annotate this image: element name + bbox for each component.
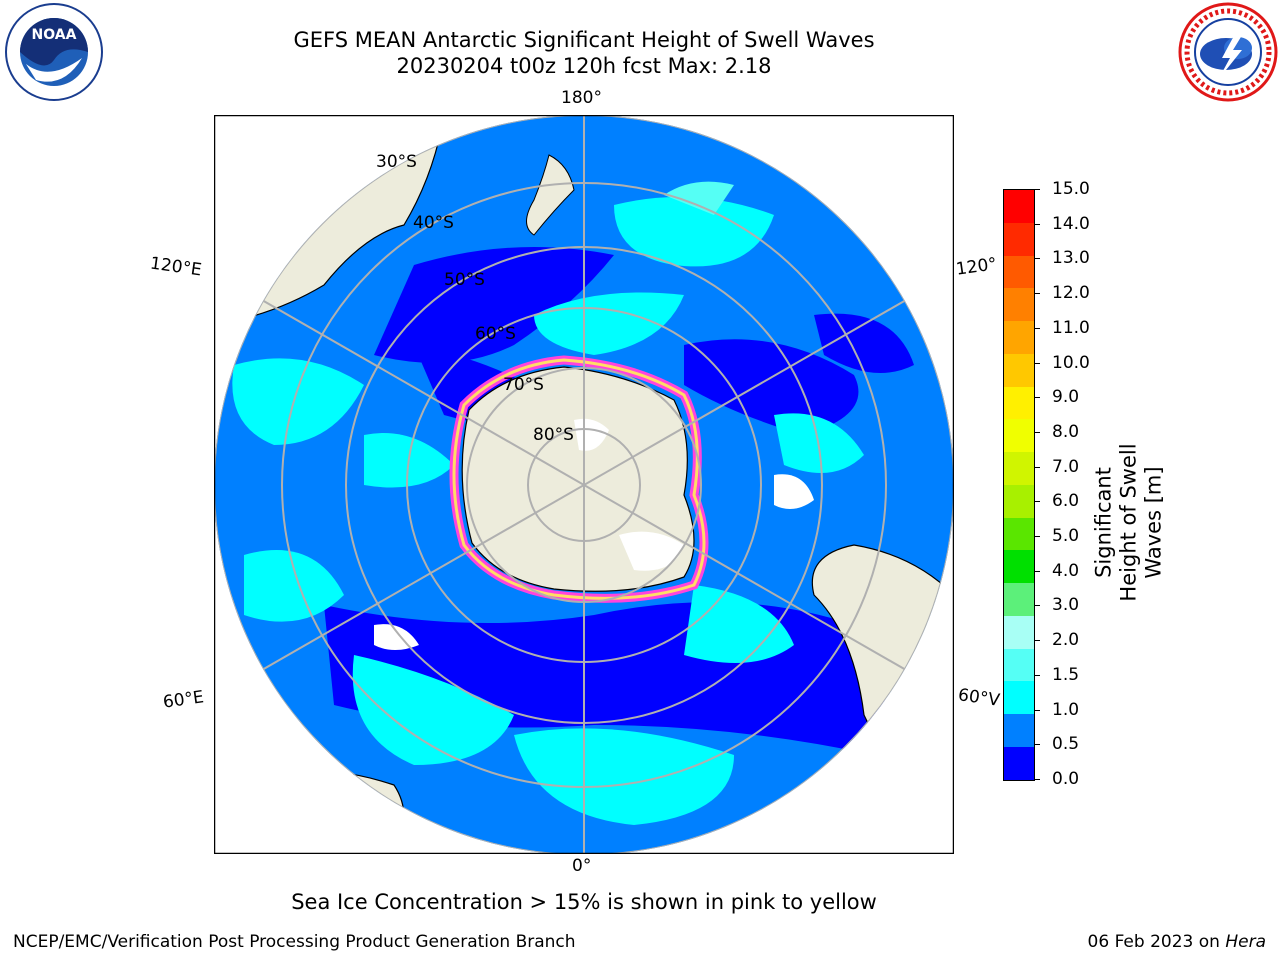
colorbar-segment — [1004, 321, 1034, 354]
colorbar-segment — [1004, 714, 1034, 748]
nws-logo — [1178, 2, 1278, 102]
colorbar-tick-label: 9.0 — [1052, 387, 1080, 408]
colorbar-tick-mark — [1034, 258, 1040, 260]
lon-label-0: 0° — [572, 856, 592, 876]
noaa-logo: NOAA — [5, 3, 103, 101]
colorbar-tick-mark — [1034, 570, 1040, 572]
colorbar-tick-mark — [1034, 327, 1040, 329]
ice-shelf — [574, 418, 609, 451]
colorbar-tick-label: 10.0 — [1052, 352, 1090, 373]
lat-label-40s: 40°S — [413, 213, 454, 233]
colorbar-tick-label: 1.0 — [1052, 699, 1080, 720]
colorbar-tick-label: 2.0 — [1052, 630, 1080, 651]
colorbar-tick-label: 0.0 — [1052, 769, 1080, 789]
colorbar-tick-mark — [1034, 674, 1040, 676]
lon-label-60e: 60°E — [161, 687, 206, 713]
colorbar-segment — [1004, 190, 1034, 223]
lon-label-120w: 120° — [954, 254, 999, 280]
colorbar-tick-mark — [1034, 397, 1040, 399]
colorbar-tick-mark — [1034, 640, 1040, 642]
colorbar-segment — [1004, 681, 1034, 715]
colorbar-segment — [1004, 747, 1034, 780]
colorbar-segment — [1004, 222, 1034, 256]
colorbar-segment — [1004, 452, 1034, 485]
colorbar-tick-label: 15.0 — [1052, 179, 1090, 199]
swell-low-band — [374, 247, 614, 363]
colorbar-tick-label: 8.0 — [1052, 421, 1080, 442]
colorbar-tick-label: 12.0 — [1052, 283, 1090, 304]
colorbar-tick-mark — [1034, 744, 1040, 746]
colorbar-tick-mark — [1034, 501, 1040, 503]
colorbar-segment — [1004, 255, 1034, 289]
colorbar-tick-label: 0.5 — [1052, 734, 1080, 755]
lat-label-50s: 50°S — [444, 270, 485, 290]
chart-title: GEFS MEAN Antarctic Significant Height o… — [293, 28, 875, 52]
lat-label-80s: 80°S — [533, 425, 574, 445]
colorbar-segment — [1004, 550, 1034, 584]
colorbar-tick-mark — [1034, 362, 1040, 364]
lon-label-60w: 60°V — [956, 685, 1001, 711]
swell-high-patch — [614, 197, 774, 267]
colorbar-tick-mark — [1034, 189, 1040, 190]
colorbar-segment — [1004, 484, 1034, 518]
lon-label-120e: 120°E — [148, 253, 203, 281]
colorbar-tick-mark — [1034, 605, 1040, 607]
colorbar-tick-label: 7.0 — [1052, 456, 1080, 477]
colorbar-tick-mark — [1034, 223, 1040, 225]
colorbar-tick-label: 13.0 — [1052, 248, 1090, 269]
colorbar-tick-mark — [1034, 431, 1040, 433]
svg-text:NOAA: NOAA — [32, 27, 77, 43]
sea-ice-note: Sea Ice Concentration > 15% is shown in … — [291, 890, 877, 914]
colorbar-segment — [1004, 353, 1034, 387]
lon-label-180: 180° — [561, 88, 602, 108]
footer-credit: NCEP/EMC/Verification Post Processing Pr… — [13, 932, 576, 952]
colorbar-tick-label: 1.5 — [1052, 664, 1080, 685]
polar-map — [214, 115, 954, 854]
colorbar — [1003, 189, 1035, 781]
colorbar-segment — [1004, 648, 1034, 682]
colorbar-tick-mark — [1034, 536, 1040, 538]
colorbar-segment — [1004, 419, 1034, 453]
colorbar-tick-label: 4.0 — [1052, 560, 1080, 581]
colorbar-label: Significant Height of Swell Waves [m] — [1091, 443, 1166, 602]
colorbar-tick-mark — [1034, 779, 1040, 780]
colorbar-tick-label: 14.0 — [1052, 213, 1090, 234]
colorbar-tick-mark — [1034, 709, 1040, 711]
colorbar-tick-label: 11.0 — [1052, 317, 1090, 338]
lat-label-70s: 70°S — [503, 375, 544, 395]
lat-label-60s: 60°S — [475, 324, 516, 344]
colorbar-tick-label: 3.0 — [1052, 595, 1080, 616]
colorbar-tick-mark — [1034, 293, 1040, 295]
colorbar-segment — [1004, 386, 1034, 420]
footer-date: 06 Feb 2023 on Hera — [1087, 932, 1266, 952]
colorbar-segment — [1004, 615, 1034, 649]
colorbar-segment — [1004, 288, 1034, 322]
colorbar-tick-label: 5.0 — [1052, 526, 1080, 547]
ice-shelf — [619, 531, 684, 571]
lat-label-30s: 30°S — [376, 152, 417, 172]
colorbar-tick-mark — [1034, 466, 1040, 468]
colorbar-segment — [1004, 583, 1034, 616]
colorbar-tick-label: 6.0 — [1052, 491, 1080, 512]
colorbar-segment — [1004, 517, 1034, 551]
chart-subtitle: 20230204 t00z 120h fcst Max: 2.18 — [396, 54, 772, 78]
